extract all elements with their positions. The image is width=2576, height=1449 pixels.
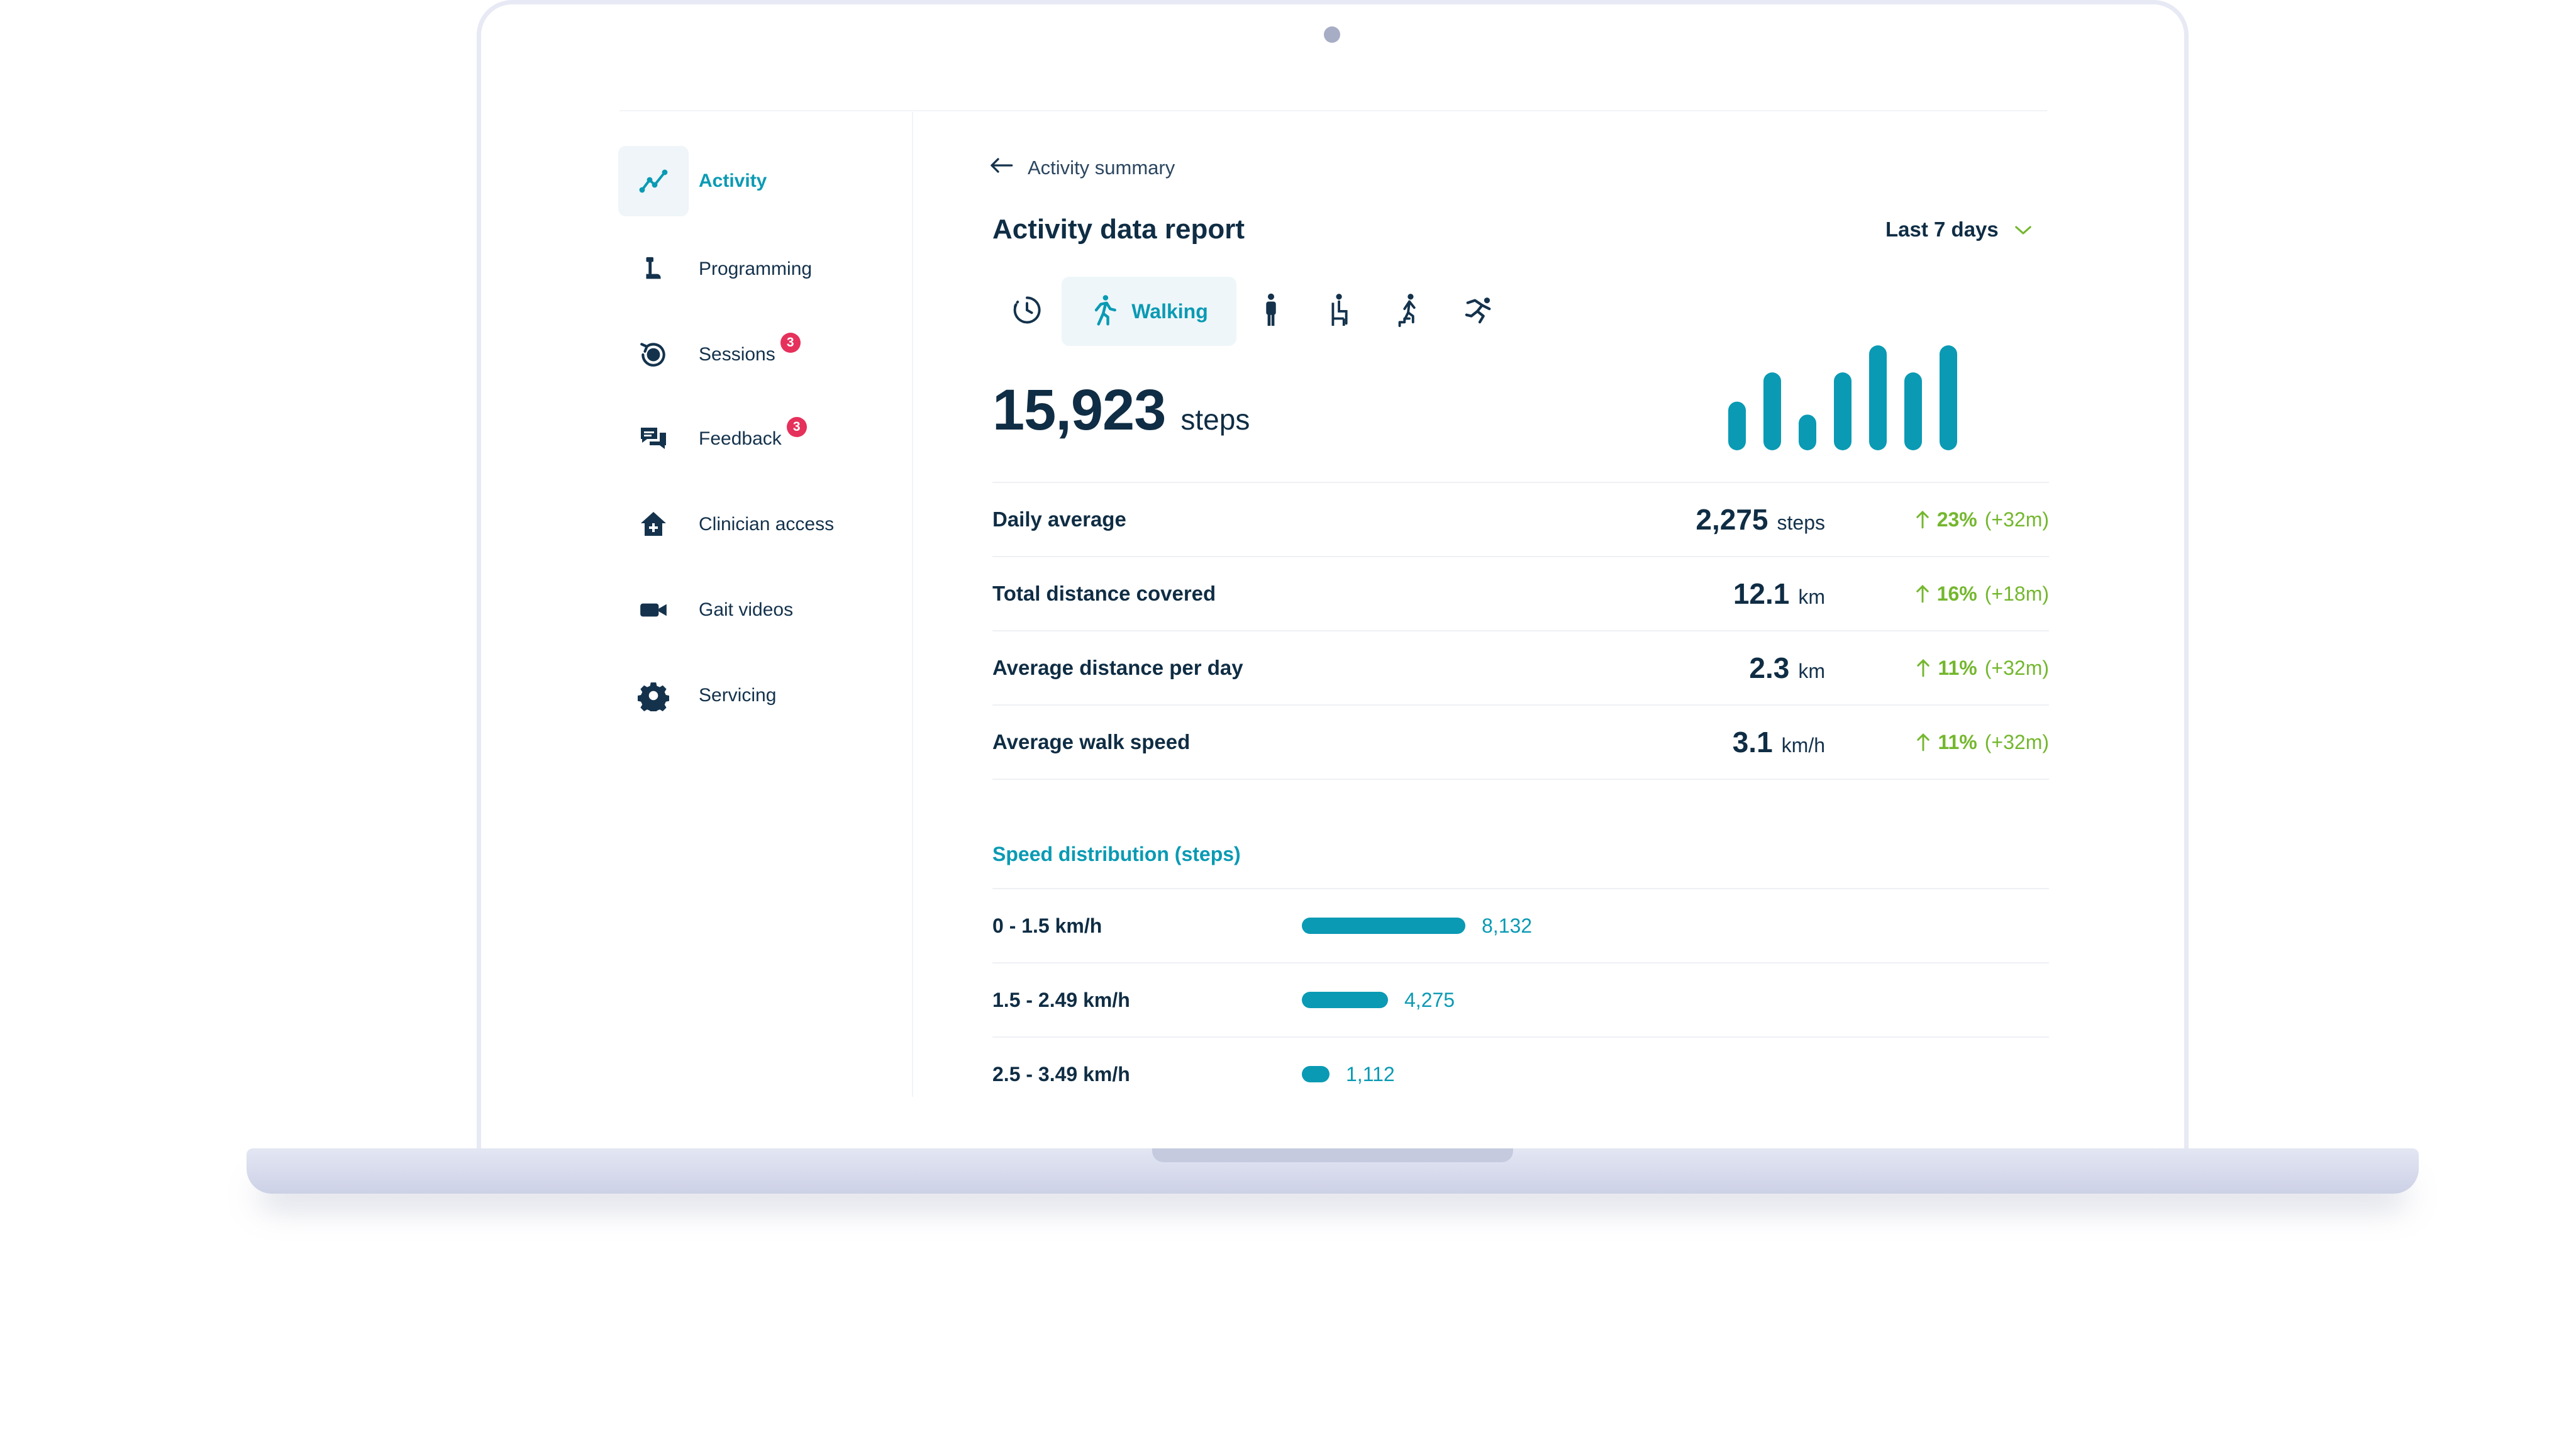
- back-arrow-icon[interactable]: [989, 156, 1014, 180]
- stairs-icon: [1396, 293, 1423, 330]
- stat-label: Daily average: [992, 508, 1126, 531]
- stats-table: Daily average 2,275 steps 23% (+32m) Total…: [992, 482, 2049, 780]
- sidebar-item-programming[interactable]: Programming: [618, 234, 889, 304]
- stat-label: Average walk speed: [992, 730, 1191, 753]
- stat-change: 16% (+18m): [1916, 582, 2049, 606]
- laptop-base-notch: [1152, 1148, 1513, 1162]
- mini-chart-bar: [1799, 414, 1816, 450]
- stat-change: 11% (+32m): [1916, 731, 2049, 754]
- speed-distribution-row: 0 - 1.5 km/h 8,132: [992, 888, 2049, 962]
- sidebar-item-label: Gait videos: [699, 599, 794, 620]
- speed-count: 1,112: [1346, 1062, 1395, 1085]
- stat-label: Average distance per day: [992, 656, 1243, 679]
- webcam: [1324, 26, 1340, 43]
- speed-distribution-bar: [1302, 1066, 1330, 1082]
- arrow-up-icon: [1916, 511, 1929, 529]
- sidebar-item-label: Servicing: [699, 685, 777, 706]
- sidebar-item-feedback[interactable]: Feedback 3: [618, 404, 889, 474]
- sidebar-item-label: Activity: [699, 170, 767, 191]
- date-range-label: Last 7 days: [1885, 218, 1999, 241]
- stat-value: 2.3 km: [1749, 652, 1825, 684]
- sidebar-item-servicing[interactable]: Servicing: [618, 660, 889, 731]
- steps-value: 15,923: [992, 378, 1166, 442]
- clock-icon: [1011, 294, 1043, 330]
- mini-chart-bar: [1940, 345, 1957, 450]
- chat-bubbles-icon: [618, 404, 689, 474]
- sidebar-item-clinician-access[interactable]: Clinician access: [618, 489, 889, 560]
- sidebar-item-label: Clinician access: [699, 514, 835, 535]
- sidebar-item-label: Feedback 3: [699, 417, 807, 450]
- speed-distribution-bar: [1302, 992, 1388, 1008]
- sidebar-item-label: Sessions 3: [699, 333, 801, 365]
- stat-change: 11% (+32m): [1916, 657, 2049, 680]
- speed-distribution-row: 2.5 - 3.49 km/h 1,112: [992, 1036, 2049, 1111]
- tab-running[interactable]: [1444, 277, 1513, 346]
- activity-type-tabs: Walking: [992, 277, 1513, 346]
- stat-row-average-distance: Average distance per day 2.3 km 11% (+32m): [992, 630, 2049, 704]
- speed-range-label: 1.5 - 2.49 km/h: [992, 988, 1130, 1011]
- tab-standing[interactable]: [1236, 277, 1306, 346]
- arrow-up-icon: [1917, 733, 1930, 752]
- breadcrumb[interactable]: Activity summary: [989, 156, 1175, 180]
- standing-icon: [1262, 293, 1280, 330]
- weekly-steps-mini-chart: [1728, 345, 1957, 450]
- stat-row-daily-average: Daily average 2,275 steps 23% (+32m): [992, 482, 2049, 556]
- page-title: Activity data report: [992, 214, 1245, 245]
- stat-value: 2,275 steps: [1696, 503, 1825, 536]
- mini-chart-bar: [1834, 372, 1852, 450]
- arrow-up-icon: [1917, 659, 1930, 677]
- mini-chart-bar: [1904, 372, 1922, 450]
- date-range-dropdown[interactable]: Last 7 days: [1885, 218, 2033, 242]
- mini-chart-bar: [1763, 372, 1781, 450]
- prosthetic-leg-icon: [618, 234, 689, 304]
- mini-chart-bar: [1869, 345, 1887, 450]
- tab-sitting[interactable]: [1306, 277, 1375, 346]
- tab-stairs[interactable]: [1375, 277, 1444, 346]
- stat-label: Total distance covered: [992, 582, 1216, 605]
- tab-walking-label: Walking: [1131, 299, 1208, 323]
- steps-unit: steps: [1180, 403, 1250, 436]
- mini-chart-bar: [1728, 401, 1746, 450]
- top-divider: [619, 110, 2047, 111]
- session-timer-icon: [618, 319, 689, 390]
- speed-distribution-row: 1.5 - 2.49 km/h 4,275: [992, 962, 2049, 1036]
- sidebar-item-activity[interactable]: Activity: [618, 146, 889, 216]
- sidebar-item-label: Programming: [699, 258, 813, 279]
- stat-row-average-walk-speed: Average walk speed 3.1 km/h 11% (+32m): [992, 704, 2049, 780]
- speed-range-label: 2.5 - 3.49 km/h: [992, 1062, 1130, 1085]
- speed-distribution-bar: [1302, 918, 1465, 934]
- running-icon: [1463, 296, 1494, 328]
- sitting-icon: [1328, 293, 1353, 330]
- sessions-badge: 3: [780, 333, 801, 353]
- speed-count: 4,275: [1404, 988, 1455, 1011]
- stat-value: 3.1 km/h: [1732, 726, 1825, 758]
- sidebar-item-sessions[interactable]: Sessions 3: [618, 319, 889, 390]
- tab-all-time[interactable]: [992, 277, 1062, 346]
- stat-change: 23% (+32m): [1916, 508, 2049, 531]
- sidebar-divider: [912, 112, 913, 1097]
- speed-distribution-list: 0 - 1.5 km/h 8,132 1.5 - 2.49 km/h 4,275…: [992, 888, 2049, 1111]
- walking-icon: [1090, 294, 1119, 330]
- arrow-up-icon: [1916, 585, 1929, 603]
- stat-value: 12.1 km: [1733, 577, 1825, 610]
- feedback-badge: 3: [786, 417, 807, 437]
- tab-walking[interactable]: Walking: [1062, 277, 1236, 346]
- video-camera-icon: [618, 575, 689, 645]
- laptop-screen-frame: [477, 0, 2189, 1154]
- home-plus-icon: [618, 489, 689, 560]
- steps-total: 15,923 steps: [992, 377, 1250, 443]
- speed-range-label: 0 - 1.5 km/h: [992, 914, 1102, 937]
- activity-chart-icon: [618, 146, 689, 216]
- speed-count: 8,132: [1482, 914, 1533, 937]
- speed-distribution-title: Speed distribution (steps): [992, 843, 1241, 865]
- chevron-down-icon: [2014, 218, 2033, 242]
- stat-row-total-distance: Total distance covered 12.1 km 16% (+18m): [992, 556, 2049, 630]
- breadcrumb-label: Activity summary: [1028, 157, 1175, 179]
- gear-wrench-icon: [618, 660, 689, 731]
- sidebar-item-gait-videos[interactable]: Gait videos: [618, 575, 889, 645]
